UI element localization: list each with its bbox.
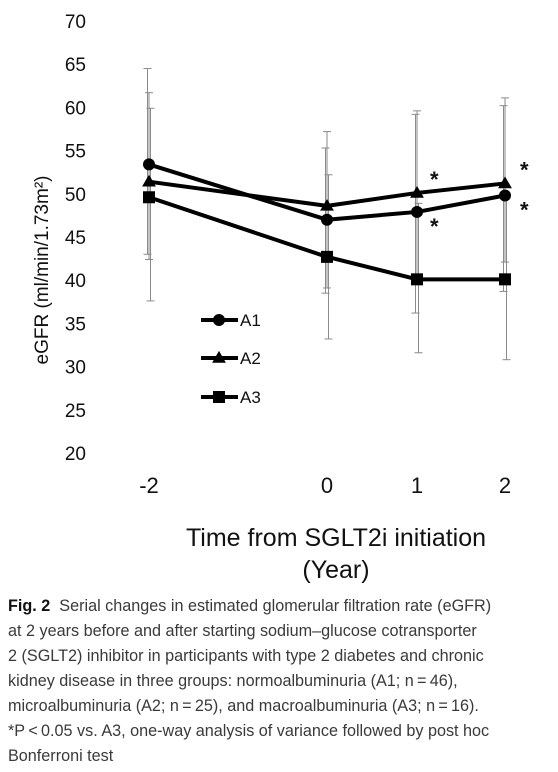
x-axis-label-line1: Time from SGLT2i initiation (186, 524, 486, 552)
y-axis-ticks: 20 25 30 35 40 45 50 55 60 65 70 (65, 12, 86, 465)
y-tick-label: 70 (65, 12, 86, 33)
x-tick-label: -2 (139, 473, 159, 498)
y-tick-label: 50 (65, 185, 86, 206)
legend-marker-a1 (213, 314, 225, 326)
y-tick-label: 40 (65, 271, 86, 292)
legend-marker-a2 (212, 350, 226, 363)
x-axis-ticks: -2 0 1 2 (139, 473, 511, 498)
y-tick-label: 45 (65, 228, 86, 249)
caption-line-4: kidney disease in three groups: normoalb… (8, 672, 458, 690)
egfr-line-chart: 20 25 30 35 40 45 50 55 60 65 70 -2 0 1 2 * * * * A1 A2 A3… (32, 12, 529, 584)
data-point-a2 (410, 185, 424, 198)
legend-label-a3: A3 (240, 388, 261, 407)
caption-line-6: *P < 0.05 vs. A3, one-way analysis of va… (8, 722, 490, 740)
data-point-a3 (411, 273, 423, 286)
caption-line-2: at 2 years before and after starting sod… (8, 622, 477, 640)
y-tick-label: 30 (65, 358, 86, 379)
data-point-a2 (320, 198, 334, 211)
data-point-a2 (142, 174, 156, 187)
data-point-a1 (321, 213, 333, 226)
significance-annotations: * * * * (430, 157, 529, 239)
series-markers (142, 158, 512, 286)
x-axis-label-line2: (Year) (302, 556, 369, 584)
x-tick-label: 1 (411, 473, 423, 498)
series-lines (148, 162, 506, 282)
significance-star: * (520, 198, 529, 223)
legend-label-a2: A2 (240, 349, 261, 368)
y-tick-label: 20 (65, 444, 86, 465)
figure-caption: Fig. 2 Serial changes in estimated glome… (8, 594, 554, 769)
data-point-a3 (499, 273, 511, 286)
y-tick-label: 35 (65, 314, 86, 335)
y-axis-label: eGFR (ml/min/1.73m²) (32, 176, 53, 365)
data-point-a3 (143, 191, 155, 204)
significance-star: * (430, 167, 439, 192)
data-point-a1 (411, 205, 423, 218)
legend-marker-a3 (213, 391, 225, 403)
data-point-a2 (498, 176, 512, 189)
caption-line-7: Bonferroni test (8, 747, 114, 765)
legend-label-a1: A1 (240, 311, 261, 330)
x-tick-label: 0 (321, 473, 333, 498)
y-tick-label: 55 (65, 142, 86, 163)
series-line-a2 (148, 179, 506, 208)
series-line-a3 (148, 195, 505, 282)
figure-label: Fig. 2 (8, 597, 51, 615)
significance-star: * (520, 157, 529, 182)
significance-star: * (430, 214, 439, 239)
data-point-a3 (321, 250, 333, 263)
y-tick-label: 25 (65, 401, 86, 422)
caption-line-3: 2 (SGLT2) inhibitor in participants with… (8, 647, 484, 665)
legend: A1 A2 A3 (201, 311, 261, 407)
x-tick-label: 2 (499, 473, 511, 498)
caption-line-5: microalbuminuria (A2; n = 25), and macro… (8, 697, 479, 715)
data-point-a1 (143, 158, 155, 171)
caption-line-1: Serial changes in estimated glomerular f… (59, 597, 492, 615)
y-tick-label: 60 (65, 98, 86, 119)
data-point-a1 (499, 189, 511, 202)
y-tick-label: 65 (65, 55, 86, 76)
